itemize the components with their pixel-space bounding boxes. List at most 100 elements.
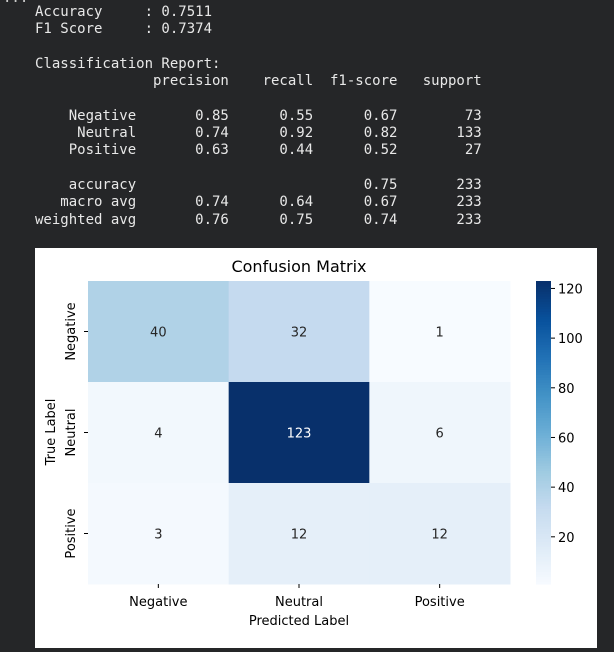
colorbar-segment [536, 568, 551, 572]
colorbar-segment [536, 475, 551, 479]
colorbar-segment [536, 556, 551, 560]
colorbar-segment [536, 455, 551, 459]
colorbar-segment [536, 323, 551, 328]
colorbar-segment [536, 495, 551, 499]
colorbar-segment [536, 346, 551, 350]
colorbar-segment [536, 351, 551, 355]
colorbar-segment [536, 427, 551, 431]
cell-value-label: 1 [436, 326, 444, 341]
confusion-matrix-chart: Confusion Matrix Predicted Label True La… [44, 257, 583, 629]
cell-value-label: 32 [291, 326, 308, 341]
output-ellipsis: ... [3, 0, 28, 6]
colorbar-segment [536, 376, 551, 381]
heatmap-cell [88, 281, 230, 383]
x-tick-label: Positive [415, 595, 465, 610]
colorbar-segment [536, 561, 551, 565]
colorbar-segment [536, 533, 551, 537]
colorbar-segment [536, 500, 551, 504]
colorbar-segment [536, 374, 551, 378]
colorbar-segment [536, 429, 551, 434]
colorbar-segment [536, 286, 551, 290]
colorbar-segment [536, 371, 551, 376]
colorbar-segment [536, 301, 551, 305]
colorbar-segment [536, 344, 551, 348]
colorbar-segment [536, 334, 551, 338]
heatmap-cell [369, 483, 511, 585]
colorbar-segment [536, 488, 551, 492]
chart-title: Confusion Matrix [231, 257, 366, 276]
colorbar-tick-label: 20 [558, 531, 575, 546]
colorbar-segment [536, 404, 551, 408]
colorbar-segment [536, 397, 551, 401]
colorbar-segment [536, 477, 551, 482]
cell-value-label: 12 [291, 528, 308, 543]
colorbar-segment [536, 457, 551, 461]
colorbar-segment [536, 490, 551, 494]
colorbar-segment [536, 563, 551, 567]
colorbar-segment [536, 467, 551, 471]
colorbar-segment [536, 288, 551, 292]
colorbar-segment [536, 349, 551, 353]
colorbar-segment [536, 530, 551, 535]
colorbar-segment [536, 515, 551, 519]
heatmap-cell [228, 281, 370, 383]
colorbar-segment [536, 513, 551, 517]
colorbar-segment [536, 503, 551, 507]
heatmap-cell [228, 483, 370, 585]
colorbar-segment [536, 520, 551, 524]
colorbar-segment [536, 303, 551, 307]
colorbar-segment [536, 452, 551, 456]
colorbar-segment [536, 573, 551, 578]
colorbar-segment [536, 447, 551, 451]
colorbar-segment [536, 536, 551, 540]
colorbar-segment [536, 318, 551, 322]
x-tick-label: Negative [129, 595, 187, 610]
colorbar-segment [536, 359, 551, 363]
y-tick-label: Neutral [64, 409, 79, 457]
colorbar-segment [536, 293, 551, 297]
colorbar-segment [536, 541, 551, 545]
colorbar-segment [536, 508, 551, 512]
colorbar-segment [536, 389, 551, 393]
colorbar-segment [536, 328, 551, 333]
colorbar-segment [536, 450, 551, 454]
colorbar-segment [536, 364, 551, 368]
colorbar-segment [536, 548, 551, 552]
colorbar-segment [536, 402, 551, 406]
colorbar-segment [536, 361, 551, 365]
colorbar-segment [536, 551, 551, 555]
colorbar-segment [536, 354, 551, 358]
cell-value-label: 12 [431, 528, 448, 543]
colorbar-segment [536, 538, 551, 542]
heatmap-cell [228, 382, 370, 484]
heatmap-cell [369, 382, 511, 484]
colorbar-segment [536, 409, 551, 413]
colorbar-segment [536, 399, 551, 403]
colorbar-segment [536, 435, 551, 439]
colorbar-segment [536, 480, 551, 484]
colorbar-segment [536, 566, 551, 570]
colorbar-segment [536, 445, 551, 449]
colorbar-segment [536, 576, 551, 580]
colorbar-segment [536, 422, 551, 426]
colorbar-segment [536, 505, 551, 509]
console-output: Accuracy : 0.7511 F1 Score : 0.7374 Clas… [35, 4, 482, 228]
heatmap-cell [369, 281, 511, 383]
y-axis-label: True Label [44, 399, 59, 467]
colorbar-segment [536, 510, 551, 514]
colorbar-segment [536, 581, 551, 585]
colorbar-segment [536, 313, 551, 317]
colorbar-segment [536, 283, 551, 287]
colorbar-segment [536, 412, 551, 416]
colorbar-segment [536, 308, 551, 312]
colorbar-segment [536, 298, 551, 302]
x-axis-label: Predicted Label [249, 614, 349, 629]
colorbar-segment [536, 417, 551, 421]
colorbar-segment [536, 528, 551, 532]
colorbar-segment [536, 339, 551, 343]
x-tick-label: Neutral [275, 595, 323, 610]
colorbar-segment [536, 306, 551, 310]
colorbar-segment [536, 424, 551, 429]
colorbar-tick-label: 40 [558, 481, 575, 496]
colorbar-segment [536, 384, 551, 388]
